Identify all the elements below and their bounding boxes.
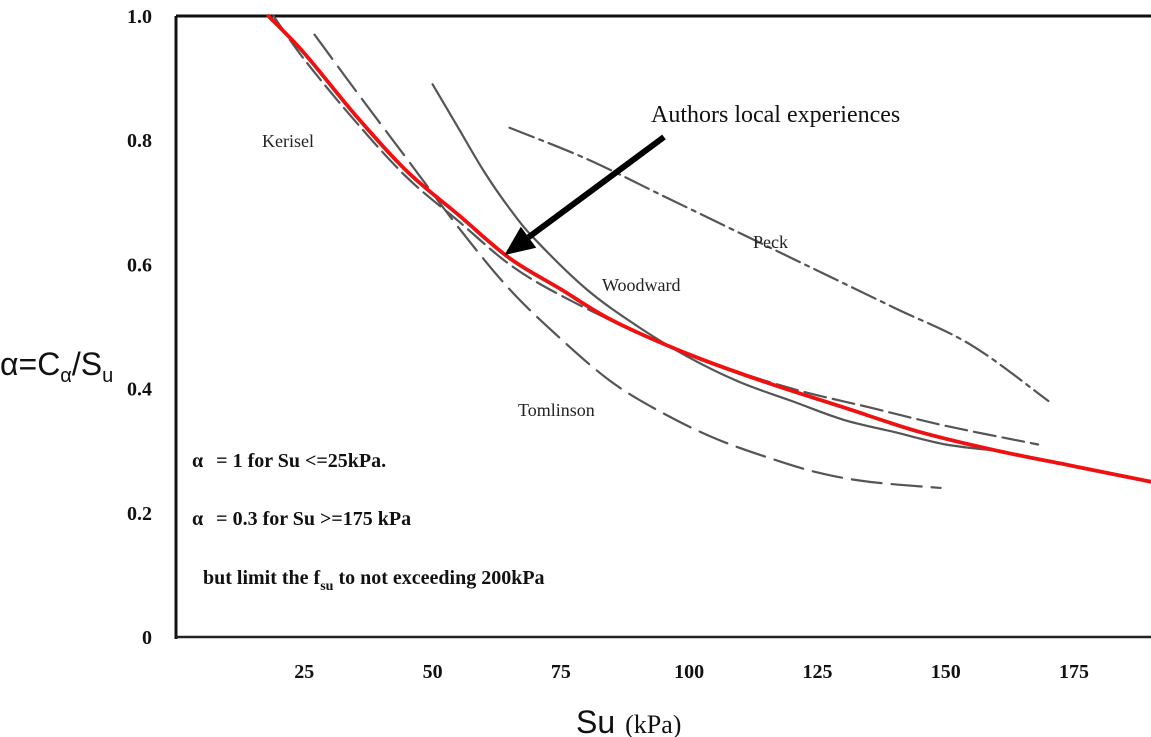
x-tick-label: 175: [1059, 661, 1089, 683]
x-tick-label: 125: [802, 661, 832, 683]
y-axis-title-sub-2: u: [102, 365, 113, 387]
y-tick-label: 0: [142, 627, 152, 649]
y-tick-label: 0.4: [127, 379, 152, 401]
note-2-symbol: α: [192, 508, 203, 530]
note-3-post: to not exceeding 200kPa: [333, 567, 544, 589]
note-2: α = 0.3 for Su >=175 kPa: [192, 508, 411, 530]
curve-label-woodward: Woodward: [602, 275, 681, 295]
note-1-symbol: α: [192, 450, 203, 472]
arrow-shaft: [526, 134, 666, 240]
y-tick-label: 1.0: [127, 6, 152, 28]
tick-labels: 0 0.2 0.4 0.6 0.8 1.0 25 50 75 100 125 150 175: [127, 6, 1089, 683]
curve-label-tomlinson: Tomlinson: [518, 400, 595, 420]
x-axis-title-unit: (kPa): [625, 710, 681, 737]
note-1-text: = 1 for Su <=25kPa.: [216, 450, 386, 472]
series-lines: [266, 14, 1151, 490]
y-axis-title-main: α=C: [0, 346, 60, 382]
curve-labels: Kerisel Tomlinson Woodward Peck: [262, 131, 788, 420]
series-line-woodward: [431, 83, 999, 452]
axes: [174, 14, 1151, 639]
x-tick-label: 150: [931, 661, 961, 683]
annotation-arrow: [504, 134, 666, 256]
series-line-authors-local-experiences: [266, 14, 1151, 484]
x-axis-title: Su (kPa): [576, 704, 681, 737]
x-axis-title-main: Su: [576, 704, 615, 737]
note-2-text: = 0.3 for Su >=175 kPa: [216, 508, 411, 530]
note-3-sub: su: [320, 579, 333, 594]
y-tick-label: 0.6: [127, 254, 152, 276]
y-axis-title: α=Cα/Su: [0, 346, 113, 387]
x-tick-label: 100: [674, 661, 704, 683]
y-axis-title-sub-1: α: [60, 365, 72, 387]
series-line-kerisel: [272, 14, 1040, 446]
arrow-label: Authors local experiences: [651, 102, 900, 128]
note-3-pre: but limit the f: [203, 567, 321, 589]
x-tick-label: 50: [423, 661, 443, 683]
y-tick-label: 0.2: [127, 503, 152, 525]
note-1: α = 1 for Su <=25kPa.: [192, 450, 386, 472]
curve-label-peck: Peck: [753, 232, 788, 252]
x-tick-label: 25: [294, 661, 314, 683]
arrow-head: [504, 226, 537, 256]
series-line-tomlinson: [313, 33, 942, 490]
note-3: but limit the fsu to not exceeding 200kP…: [203, 567, 545, 594]
y-tick-label: 0.8: [127, 130, 152, 152]
series-line-peck: [508, 126, 1050, 403]
x-tick-label: 75: [551, 661, 571, 683]
y-axis-title-slash: /S: [72, 346, 102, 382]
curve-label-kerisel: Kerisel: [262, 131, 314, 151]
